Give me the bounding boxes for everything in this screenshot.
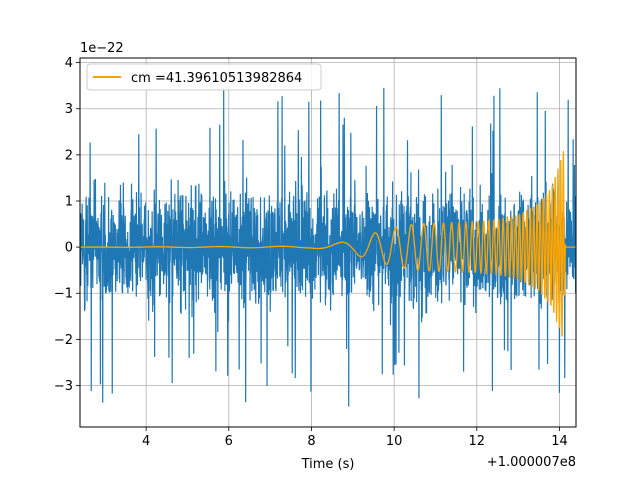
- series-layer: [80, 87, 576, 407]
- legend-box: [86, 63, 322, 91]
- axes-frame: [79, 57, 577, 428]
- plot-series: [80, 87, 576, 407]
- y-axis-ticks: −3 −2 −1 0 1 2 3 4: [54, 56, 80, 394]
- x-tick-label: 6: [225, 434, 233, 449]
- y-tick-label: 2: [65, 148, 73, 163]
- legend: cm =41.39610513982864: [86, 63, 322, 91]
- series-line-strain: [80, 87, 576, 407]
- x-tick-label: 4: [142, 434, 150, 449]
- y-tick-label: 3: [65, 102, 73, 117]
- x-axis-label: Time (s): [301, 457, 355, 472]
- x-tick-label: 12: [469, 434, 486, 449]
- y-tick-label: −1: [54, 287, 73, 302]
- x-offset-label: +1.000007e8: [487, 455, 576, 470]
- x-tick-label: 8: [307, 434, 315, 449]
- y-tick-label: −2: [54, 333, 73, 348]
- x-axis-ticks: 4 6 8 10 12 14: [142, 427, 568, 449]
- y-tick-label: 0: [65, 241, 73, 256]
- x-tick-label: 14: [551, 434, 568, 449]
- legend-label-template: cm =41.39610513982864: [131, 71, 302, 86]
- y-tick-label: 4: [65, 56, 73, 71]
- y-tick-label: −3: [54, 379, 73, 394]
- series-line-template: [80, 151, 576, 337]
- x-tick-label: 10: [386, 434, 403, 449]
- y-tick-label: 1: [65, 194, 73, 209]
- y-scale-label: 1e−22: [80, 41, 124, 56]
